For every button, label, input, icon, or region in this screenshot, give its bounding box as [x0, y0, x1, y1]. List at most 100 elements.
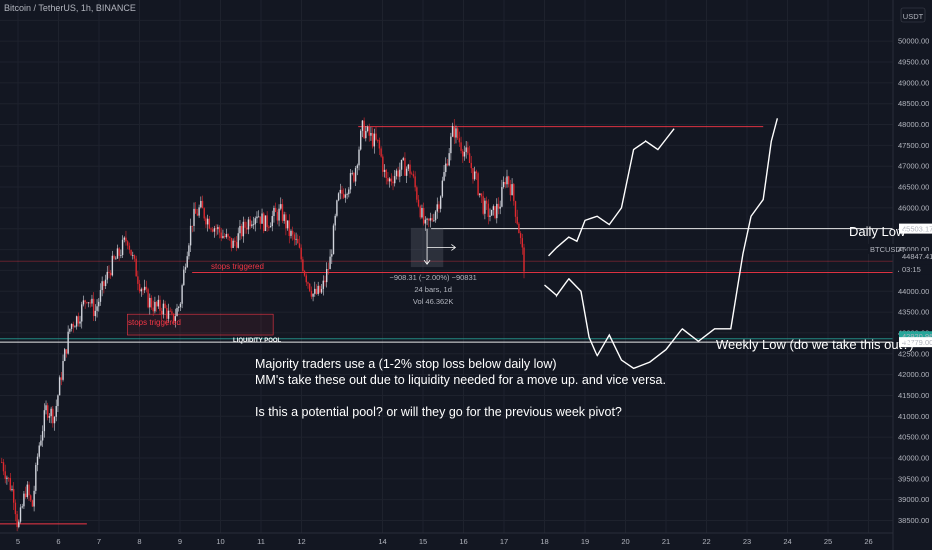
- candle-body: [109, 272, 112, 276]
- time-tick-label: 12: [297, 537, 305, 546]
- candle-body: [419, 206, 421, 218]
- candle-body: [513, 184, 515, 202]
- candle-body: [212, 229, 214, 232]
- time-tick-label: 17: [500, 537, 508, 546]
- candle-body: [268, 227, 270, 228]
- candle-body: [234, 240, 236, 243]
- candle-body: [516, 216, 518, 224]
- candle-body: [439, 196, 442, 209]
- candle-body: [450, 136, 452, 154]
- candle-body: [507, 176, 510, 185]
- candle-body: [353, 172, 355, 182]
- candle-body: [288, 220, 290, 236]
- candle-body: [436, 204, 438, 212]
- candle-body: [18, 521, 20, 527]
- candle-body: [19, 507, 22, 522]
- price-tick-label: 43500.00: [898, 308, 929, 317]
- candle-body: [361, 120, 364, 131]
- candle-body: [446, 163, 449, 166]
- candle-body: [147, 289, 149, 308]
- candle-body: [172, 313, 175, 322]
- candle-body: [455, 128, 457, 138]
- price-tick-label: 49500.00: [898, 58, 929, 67]
- price-tag-bg: [899, 264, 932, 275]
- candle-body: [227, 234, 229, 237]
- price-tag-label: BTCUSDT: [870, 245, 906, 254]
- candle-body: [50, 408, 52, 417]
- candle-body: [45, 405, 47, 411]
- candle-body: [394, 176, 396, 184]
- candle-body: [64, 349, 66, 361]
- candle-body: [23, 493, 25, 507]
- price-tick-label: 41000.00: [898, 412, 929, 421]
- candle-body: [390, 178, 393, 182]
- time-tick-label: 21: [662, 537, 670, 546]
- candle-body: [40, 440, 42, 446]
- candle-body: [310, 290, 313, 297]
- candle-body: [203, 208, 205, 219]
- candle-body: [264, 215, 267, 232]
- note-line: [255, 388, 666, 404]
- candle-body: [92, 298, 95, 317]
- candle-body: [252, 224, 255, 226]
- candle-body: [48, 416, 51, 418]
- candle-body: [179, 303, 182, 308]
- candle-body: [225, 234, 228, 238]
- candle-body: [344, 194, 347, 198]
- time-tick-label: 23: [743, 537, 751, 546]
- candle-body: [354, 168, 357, 182]
- chart-title: Bitcoin / TetherUS, 1h, BINANCE: [4, 3, 136, 13]
- candle-body: [140, 289, 142, 292]
- candle-body: [383, 169, 386, 172]
- candle-body: [492, 206, 495, 210]
- candle-body: [276, 212, 279, 221]
- candle-body: [468, 153, 471, 163]
- candle-body: [329, 256, 331, 270]
- price-tick-label: 49000.00: [898, 78, 929, 87]
- candle-body: [159, 299, 161, 311]
- candle-body: [52, 408, 54, 424]
- time-tick-label: 26: [864, 537, 872, 546]
- candle-body: [319, 285, 321, 293]
- candle-body: [201, 200, 204, 209]
- candle-body: [215, 228, 217, 230]
- candle-body: [339, 189, 341, 194]
- price-tick-label: 40000.00: [898, 453, 929, 462]
- candle-body: [518, 223, 520, 234]
- candle-body: [281, 204, 284, 221]
- candle-body: [499, 206, 501, 209]
- candle-body: [407, 164, 410, 169]
- candle-body: [373, 133, 376, 147]
- candle-body: [108, 271, 110, 273]
- candle-body: [115, 258, 117, 260]
- currency-label: USDT: [903, 12, 924, 21]
- candle-body: [247, 219, 250, 230]
- candle-body: [91, 298, 93, 304]
- candle-body: [254, 218, 256, 225]
- time-axis[interactable]: 5 6 7 8 9 10 11 12 14 15 16 17 18 19 20 21 22 23 24 25 26: [0, 532, 893, 546]
- candle-body: [351, 172, 353, 174]
- candle-body: [397, 170, 399, 177]
- candle-body: [26, 484, 29, 498]
- price-axis[interactable]: USDT 38500.00 39000.00 39500.00 40000.00 4050…: [868, 0, 932, 550]
- candle-body: [514, 201, 517, 217]
- candle-body: [257, 216, 260, 218]
- candle-body: [193, 208, 195, 226]
- candle-body: [312, 293, 314, 297]
- candle-body: [145, 286, 148, 290]
- candle-body: [341, 189, 343, 194]
- candle-body: [521, 238, 524, 248]
- note-line: MM's take these out due to liquidity nee…: [255, 373, 666, 387]
- candle-body: [482, 196, 484, 214]
- measure-arrow-head: [451, 244, 457, 251]
- candle-body: [377, 139, 379, 141]
- candle-body: [181, 285, 183, 304]
- price-tick-label: 38500.00: [898, 516, 929, 525]
- candle-body: [523, 247, 525, 272]
- stops-triggered-label-2: stops triggered: [128, 318, 181, 327]
- candle-body: [218, 227, 221, 233]
- candle-body: [473, 171, 476, 180]
- candle-body: [497, 203, 500, 209]
- projection-path-lower: [544, 118, 779, 370]
